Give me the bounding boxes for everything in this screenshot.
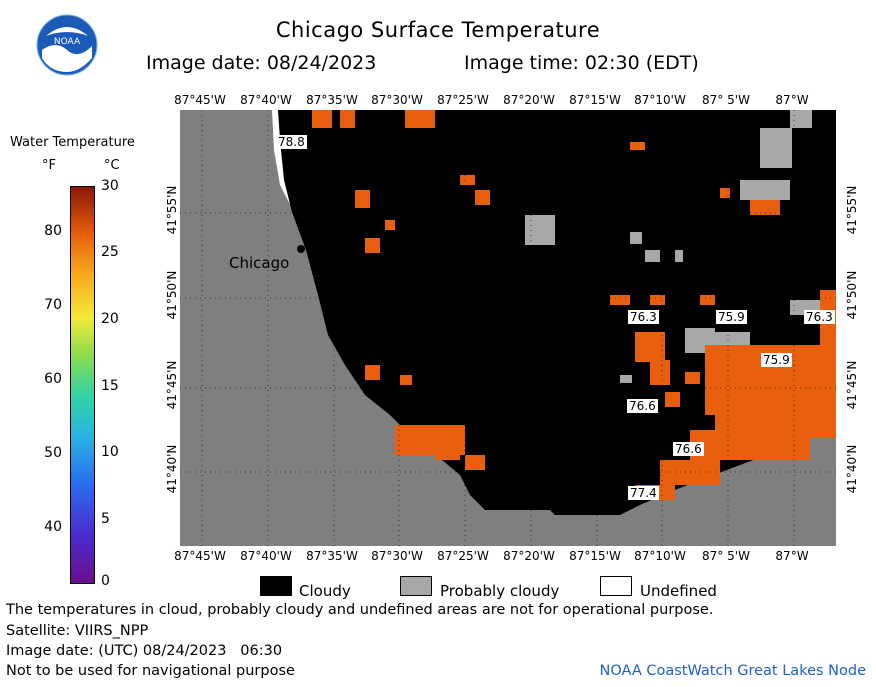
footer-utc-date: Image date: (UTC) 08/24/2023 06:30 [6,643,283,659]
lon-label: 87°W [775,549,809,563]
colorbar-f-tick: 80 [44,223,62,239]
colorbar-title: Water Temperature [10,135,135,150]
logo-text: NOAA [54,37,81,47]
legend-cloudy-swatch [260,576,292,596]
lon-label: 87°30'W [371,93,423,107]
lon-label: 87°35'W [306,93,358,107]
lon-label: 87°15'W [569,93,621,107]
lat-label: 41°40'N [165,444,179,494]
legend-cloudy-label: Cloudy [299,582,351,600]
footer-nav-warning: Not to be used for navigational purpose [6,663,295,679]
lon-label: 87°10'W [634,93,686,107]
colorbar-c-tick: 0 [101,573,110,589]
footer-satellite: Satellite: VIIRS_NPP [6,623,149,639]
noaa-logo: NOAA [36,14,98,76]
temp-label: 75.9 [761,353,792,367]
footer-note: The temperatures in cloud, probably clou… [6,602,714,618]
lon-label: 87° 5'W [702,93,750,107]
image-time: Image time: 02:30 (EDT) [464,52,699,74]
temp-label: 76.6 [627,399,658,413]
temp-label: 76.3 [804,310,835,324]
temp-label: 76.3 [628,310,659,324]
legend-probably-cloudy-label: Probably cloudy [440,582,560,600]
lat-label: 41°45'N [165,360,179,410]
lat-label: 41°40'N [845,444,859,494]
temp-label: 75.9 [716,310,747,324]
temp-label: 78.8 [276,135,307,149]
legend-undefined-label: Undefined [640,582,717,600]
lat-label: 41°55'N [165,185,179,235]
colorbar-f-tick: 60 [44,371,62,387]
lon-label: 87°40'W [240,93,292,107]
colorbar-f-tick: 40 [44,519,62,535]
lon-label: 87°W [775,93,809,107]
lon-label: 87°45'W [174,549,226,563]
colorbar-c-tick: 15 [101,378,119,394]
lat-label: 41°55'N [845,185,859,235]
colorbar-unit-f: °F [42,158,56,173]
lon-label: 87°30'W [371,549,423,563]
lon-label: 87°35'W [306,549,358,563]
temp-label: 77.4 [628,486,659,500]
lon-label: 87°10'W [634,549,686,563]
lon-label: 87° 5'W [702,549,750,563]
lat-label: 41°50'N [165,270,179,320]
colorbar-c-tick: 10 [101,444,119,460]
legend-probably-cloudy-swatch [400,576,432,596]
colorbar-unit-c: °C [104,158,120,173]
lat-label: 41°45'N [845,360,859,410]
chicago-marker [297,245,305,253]
cloudy-area [278,110,836,515]
footer-node-link[interactable]: NOAA CoastWatch Great Lakes Node [599,663,866,679]
colorbar-c-tick: 25 [101,244,119,260]
colorbar-c-tick: 30 [101,178,119,194]
lat-label: 41°50'N [845,270,859,320]
page-title: Chicago Surface Temperature [275,18,601,42]
lon-label: 87°45'W [174,93,226,107]
temperature-map [180,110,836,546]
image-date: Image date: 08/24/2023 [146,52,377,74]
lon-label: 87°25'W [437,93,489,107]
colorbar [70,186,95,584]
colorbar-c-tick: 20 [101,311,119,327]
colorbar-f-tick: 50 [44,445,62,461]
colorbar-f-tick: 70 [44,297,62,313]
temp-label: 76.6 [673,442,704,456]
lon-label: 87°15'W [569,549,621,563]
warm-water-patches [312,110,836,500]
legend-undefined-swatch [600,576,632,596]
lon-label: 87°40'W [240,549,292,563]
colorbar-c-tick: 5 [101,511,110,527]
city-label: Chicago [229,254,290,272]
lon-label: 87°20'W [503,549,555,563]
lon-label: 87°20'W [503,93,555,107]
lon-label: 87°25'W [437,549,489,563]
